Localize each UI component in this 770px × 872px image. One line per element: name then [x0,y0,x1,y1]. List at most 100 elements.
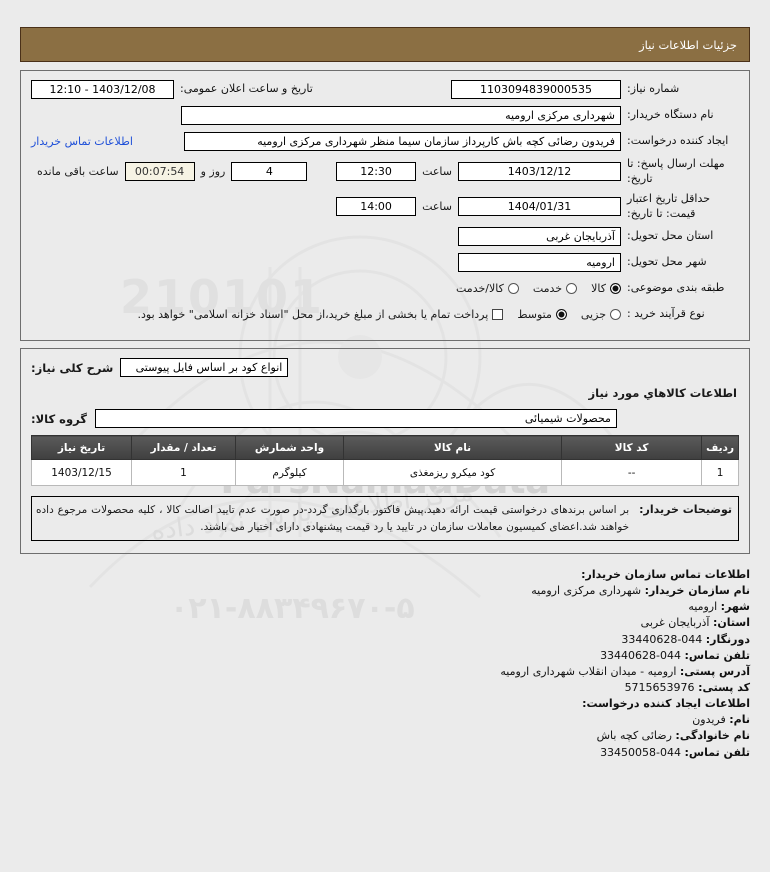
creator-label: ایجاد کننده درخواست: [627,134,729,148]
th-radif: ردیف [701,435,739,461]
radio-service-icon[interactable] [566,283,578,295]
process-option-minor[interactable]: جزیی [581,308,621,321]
goods-panel: انواع کود بر اساس فایل پیوستی شرح کلی نی… [20,348,750,554]
th-code: کد کالا [561,435,703,461]
need-summary-label: شرح کلی نیاز: [31,360,114,375]
contact-fax-label: دورنگار: [705,632,750,646]
cell-unit: کیلوگرم [235,459,344,487]
need-summary-value: انواع کود بر اساس فایل پیوستی [120,358,289,378]
contact-address: آدرس پستی: ارومیه - میدان انقلاب شهرداری… [20,664,750,680]
contact-first-name-value: فریدون [692,713,726,727]
public-announce-value: 1403/12/08 - 12:10 [31,80,174,99]
checkbox-icon[interactable] [492,309,504,321]
contact-province: استان: آذربایجان غربی [20,615,750,631]
th-qty: تعداد / مقدار [131,435,236,461]
contact-creator-phone-value: 33450058-044 [600,745,682,759]
row-province: استان محل تحویل: آذربایجان غربی [31,226,739,247]
buyer-org-value: شهرداری مرکزی ارومیه [181,106,621,125]
category-option-goods[interactable]: کالا [591,282,621,295]
contact-org-name-label: نام سازمان خریدار: [644,584,750,598]
row-creator: ایجاد کننده درخواست: فریدون رضائی کچه با… [31,131,739,152]
goods-table: ردیف کد کالا نام کالا واحد شمارش تعداد /… [31,435,739,487]
price-validity-label: حداقل تاریخ اعتبار قیمت: تا تاریخ: [627,191,711,220]
contact-postal: کد پستی: 5715653976 [20,680,750,696]
buyer-contact-link[interactable]: اطلاعات تماس خریدار [31,135,133,148]
payment-treasury-label: پرداخت تمام یا بخشی از مبلغ خرید،از محل … [137,308,489,322]
city-label: شهر محل تحویل: [627,255,707,269]
page-title: جزئیات اطلاعات نیاز [639,37,737,52]
contact-city: شهر: ارومیه [20,599,750,615]
contact-phone: تلفن تماس: 33440628-044 [20,648,750,664]
contact-org-title: اطلاعات تماس سازمان خریدار: [581,567,750,581]
need-details-panel: شماره نیاز: 1103094839000535 تاریخ و ساع… [20,70,750,342]
contact-province-value: آذربایجان غربی [640,616,710,630]
th-date: تاریخ نیاز [31,435,132,461]
buyer-notes-text: بر اساس برندهای درخواستی قیمت ارائه دهید… [36,504,630,533]
cell-radif: 1 [701,459,739,487]
contact-phone-label: تلفن تماس: [684,648,750,662]
price-validity-date: 1404/01/31 [458,197,621,217]
th-unit: واحد شمارش [235,435,344,461]
radio-goods-icon[interactable] [610,283,621,295]
category-option-goods-service-label: کالا/خدمت [456,282,504,296]
price-validity-time: 14:00 [336,197,417,217]
process-option-medium[interactable]: متوسط [517,308,567,321]
goods-group-value: محصولات شیمیائی [94,409,617,429]
contact-last-name: نام خانوادگی: رضائی کچه باش [20,728,750,744]
response-deadline-time: 12:30 [336,162,417,182]
row-need-summary: انواع کود بر اساس فایل پیوستی شرح کلی نی… [31,358,739,378]
category-option-goods-label: کالا [591,282,606,296]
buyer-notes: توضیحات خریدار: بر اساس برندهای درخواستی… [31,496,739,541]
contact-fax-value: 33440628-044 [621,632,703,646]
contact-org-name: نام سازمان خریدار: شهرداری مرکزی ارومیه [20,583,750,599]
radio-minor-icon[interactable] [610,309,621,321]
cell-qty: 1 [131,459,236,487]
category-option-goods-service[interactable]: کالا/خدمت [456,282,519,295]
contact-city-value: ارومیه [688,600,718,614]
row-price-validity: حداقل تاریخ اعتبار قیمت: تا تاریخ: 1404/… [31,192,739,222]
radio-goods-service-icon[interactable] [507,283,519,295]
row-city: شهر محل تحویل: ارومیه [31,252,739,273]
row-purchase-process: نوع قرآیند خرید : جزیی متوسط پرداخت تمام… [31,304,739,325]
row-need-number: شماره نیاز: 1103094839000535 تاریخ و ساع… [31,79,739,100]
process-option-minor-label: جزیی [580,308,606,322]
city-value: ارومیه [458,253,621,273]
buyer-notes-label: توضیحات خریدار: [639,503,732,517]
goods-group-label: گروه کالا: [31,411,87,426]
table-row: 1 -- کود میکرو ریزمغذی کیلوگرم 1 1403/12… [31,459,739,487]
process-option-medium-label: متوسط [517,308,552,322]
contact-postal-value: 5715653976 [624,681,695,694]
row-subject-category: طبقه بندی موضوعی: کالا خدمت کالا/خدمت [31,278,739,299]
category-option-service[interactable]: خدمت [532,282,578,296]
payment-treasury-checkbox[interactable]: پرداخت تمام یا بخشی از مبلغ خرید،از محل … [138,308,504,321]
need-number-label: شماره نیاز: [627,82,680,96]
contact-phone-value: 33440628-044 [600,648,682,662]
contact-postal-label: کد پستی: [698,681,750,694]
contact-creator-phone-label: تلفن تماس: [684,745,750,759]
contact-first-name-label: نام: [729,713,750,727]
category-option-service-label: خدمت [532,282,563,296]
contact-last-name-label: نام خانوادگی: [675,729,750,743]
radio-medium-icon[interactable] [555,309,567,321]
table-header-row: ردیف کد کالا نام کالا واحد شمارش تعداد /… [31,435,739,461]
price-validity-time-label: ساعت [422,200,452,214]
creator-value: فریدون رضائی کچه باش کارپرداز سازمان سیم… [184,132,621,151]
contact-address-value: ارومیه - میدان انقلاب شهرداری ارومیه [500,664,677,678]
contact-first-name: نام: فریدون [20,712,750,728]
buyer-org-label: نام دستگاه خریدار: [627,108,714,122]
cell-date: 1403/12/15 [31,459,132,487]
response-deadline-date: 1403/12/12 [458,162,621,182]
remaining-days-label: روز و [200,165,226,179]
contact-creator-phone: تلفن تماس: 33450058-044 [20,745,750,761]
contact-org-name-value: شهرداری مرکزی ارومیه [531,584,642,598]
contact-address-label: آدرس پستی: [679,664,750,678]
remaining-days: 4 [231,162,308,182]
cell-code: -- [561,459,703,487]
process-label: نوع قرآیند خرید : [627,307,705,321]
row-goods-group: محصولات شیمیائی گروه کالا: [31,409,739,429]
contact-fax: دورنگار: 33440628-044 [20,632,750,648]
contact-creator-title: اطلاعات ایجاد کننده درخواست: [582,697,750,711]
response-deadline-label: مهلت ارسال پاسخ: تا تاریخ: [627,157,725,185]
province-label: استان محل تحویل: [627,229,714,243]
contact-city-label: شهر: [720,600,750,614]
